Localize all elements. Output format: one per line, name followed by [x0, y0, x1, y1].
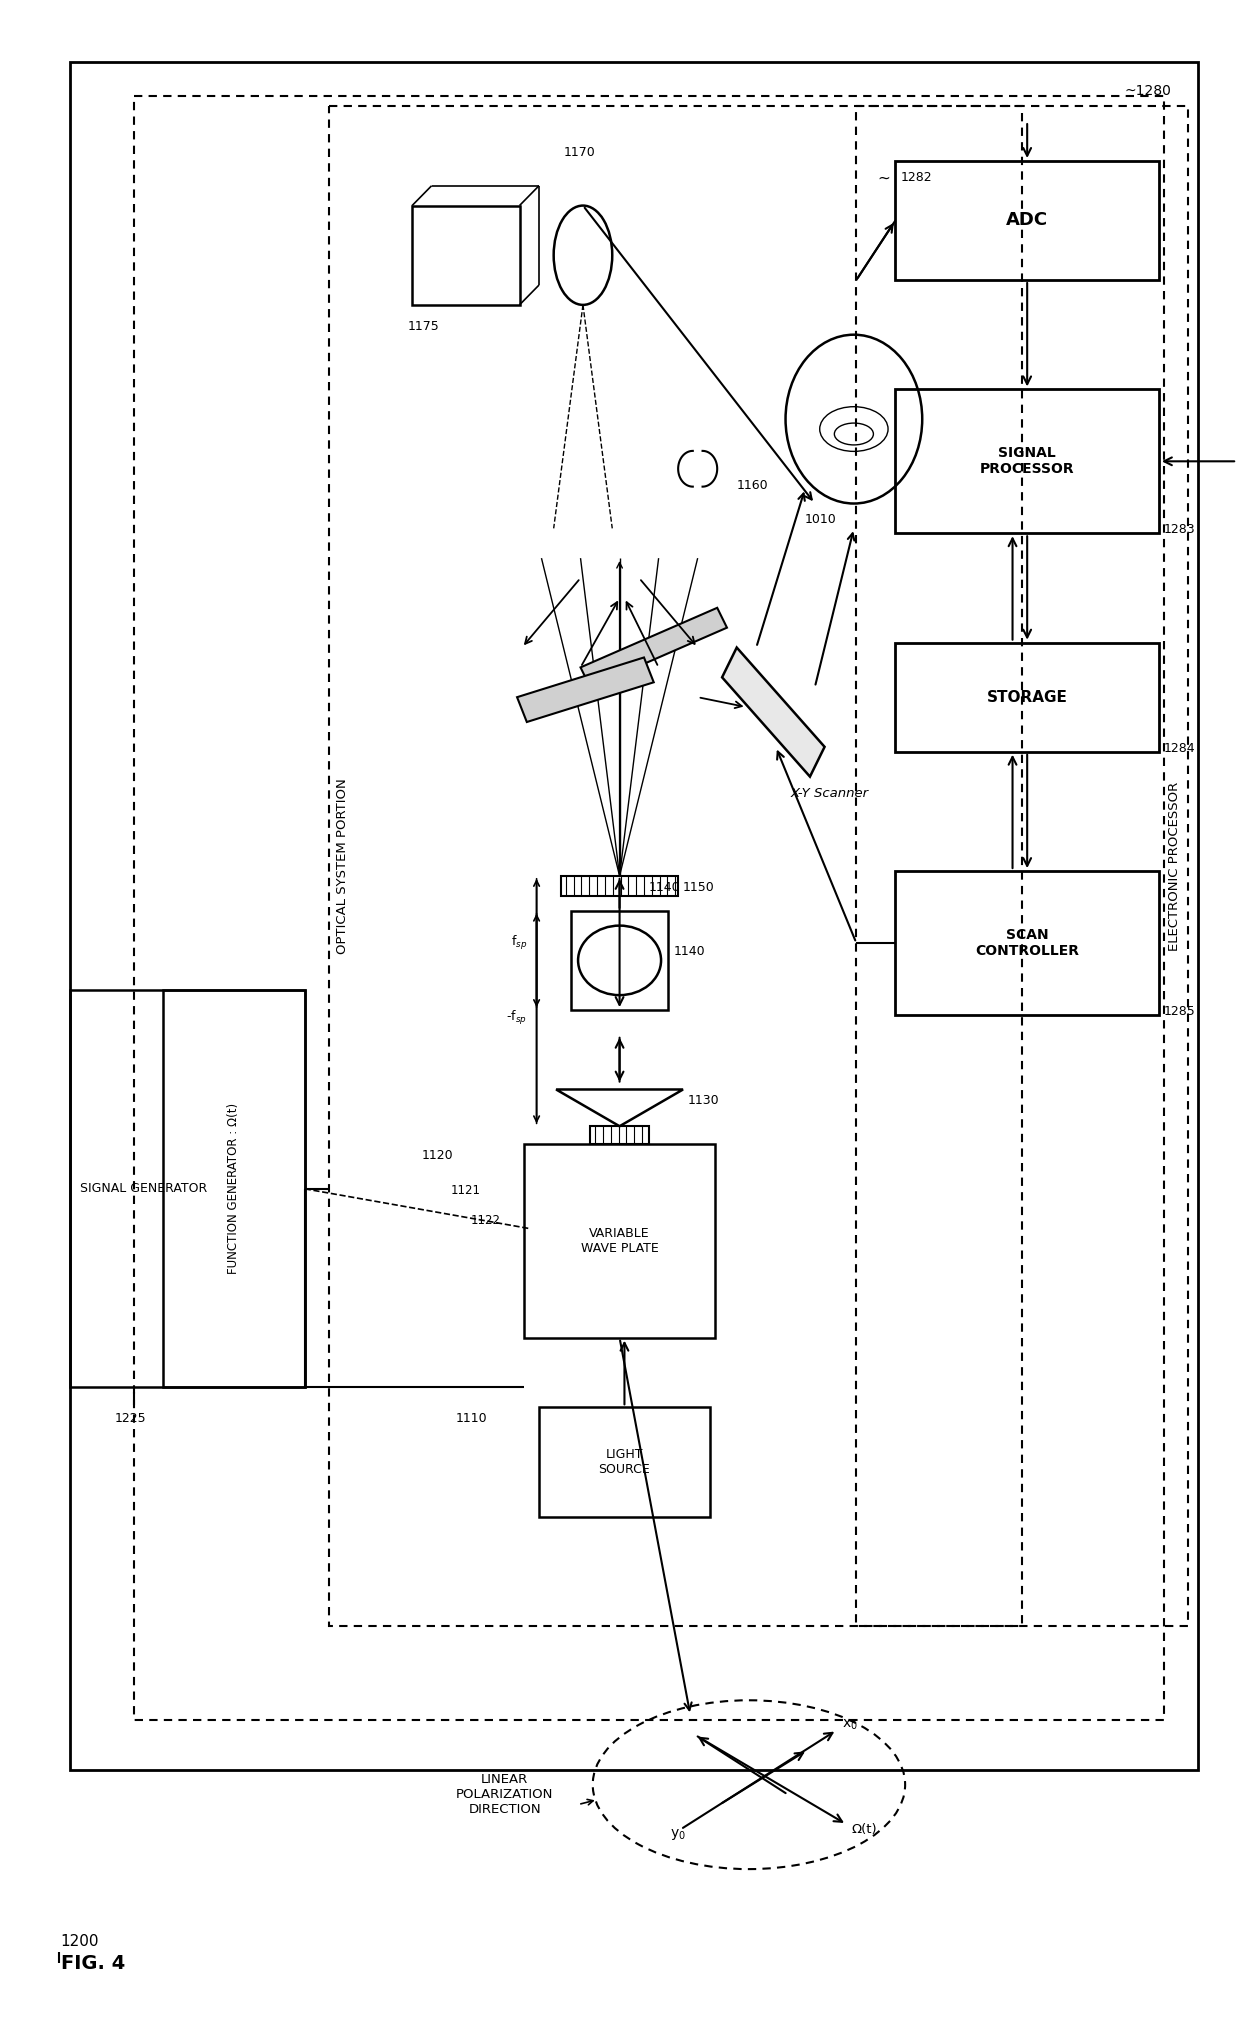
Text: LINEAR
POLARIZATION
DIRECTION: LINEAR POLARIZATION DIRECTION — [456, 1773, 553, 1816]
Text: f$_{sp}$: f$_{sp}$ — [511, 933, 527, 952]
Text: 1285: 1285 — [1164, 1004, 1195, 1019]
Text: x$_0$: x$_0$ — [842, 1719, 858, 1733]
Text: 1282: 1282 — [900, 170, 932, 185]
Text: -f$_{sp}$: -f$_{sp}$ — [506, 1010, 527, 1027]
Text: 1120: 1120 — [422, 1148, 454, 1163]
Text: 1170: 1170 — [563, 146, 595, 158]
Bar — [71, 61, 1198, 1769]
Bar — [895, 643, 1159, 753]
Bar — [164, 990, 305, 1388]
Text: ELECTRONIC PROCESSOR: ELECTRONIC PROCESSOR — [1168, 781, 1180, 952]
Text: 1140: 1140 — [649, 881, 681, 895]
Bar — [895, 390, 1159, 534]
Text: SIGNAL GENERATOR: SIGNAL GENERATOR — [81, 1183, 207, 1195]
Text: 1284: 1284 — [1164, 743, 1195, 755]
Bar — [71, 990, 305, 1388]
Text: 1140: 1140 — [673, 946, 704, 958]
Bar — [560, 877, 678, 897]
Polygon shape — [517, 657, 653, 722]
Text: SCAN
CONTROLLER: SCAN CONTROLLER — [975, 927, 1079, 958]
Text: LIGHT
SOURCE: LIGHT SOURCE — [599, 1449, 650, 1475]
Bar — [590, 1126, 649, 1144]
Text: 1110: 1110 — [456, 1412, 487, 1424]
Bar — [895, 870, 1159, 1014]
Bar — [412, 205, 520, 304]
Text: ~: ~ — [878, 170, 890, 187]
Text: 1130: 1130 — [688, 1094, 719, 1108]
Text: OPTICAL SYSTEM PORTION: OPTICAL SYSTEM PORTION — [336, 779, 350, 954]
Text: ADC: ADC — [1006, 211, 1048, 229]
Bar — [539, 1408, 709, 1516]
Text: 1283: 1283 — [1164, 523, 1195, 536]
Bar — [134, 95, 1164, 1721]
Text: ~1280: ~1280 — [1125, 85, 1172, 97]
Text: VARIABLE
WAVE PLATE: VARIABLE WAVE PLATE — [580, 1228, 658, 1256]
Text: 1122: 1122 — [471, 1213, 501, 1228]
Text: 1121: 1121 — [451, 1183, 481, 1197]
Text: FUNCTION GENERATOR : Ω(t): FUNCTION GENERATOR : Ω(t) — [227, 1104, 241, 1274]
Text: 1010: 1010 — [805, 513, 837, 526]
Text: STORAGE: STORAGE — [987, 690, 1068, 704]
Bar — [895, 160, 1159, 280]
Text: SIGNAL
PROCESSOR: SIGNAL PROCESSOR — [980, 446, 1075, 477]
Text: X-Y Scanner: X-Y Scanner — [790, 787, 868, 799]
Text: 1225: 1225 — [114, 1412, 146, 1424]
Text: 1150: 1150 — [683, 881, 714, 895]
Text: 1160: 1160 — [737, 479, 769, 491]
Polygon shape — [580, 609, 727, 688]
Polygon shape — [722, 647, 825, 777]
Text: FIG. 4: FIG. 4 — [61, 1954, 125, 1974]
Text: 1200: 1200 — [61, 1934, 99, 1948]
Bar — [329, 106, 1022, 1625]
Text: 1175: 1175 — [407, 321, 439, 333]
Text: Ω(t): Ω(t) — [852, 1822, 877, 1836]
Text: y$_0$: y$_0$ — [670, 1826, 686, 1842]
Bar — [525, 1144, 714, 1337]
Bar — [857, 106, 1188, 1625]
Bar — [570, 911, 668, 1010]
